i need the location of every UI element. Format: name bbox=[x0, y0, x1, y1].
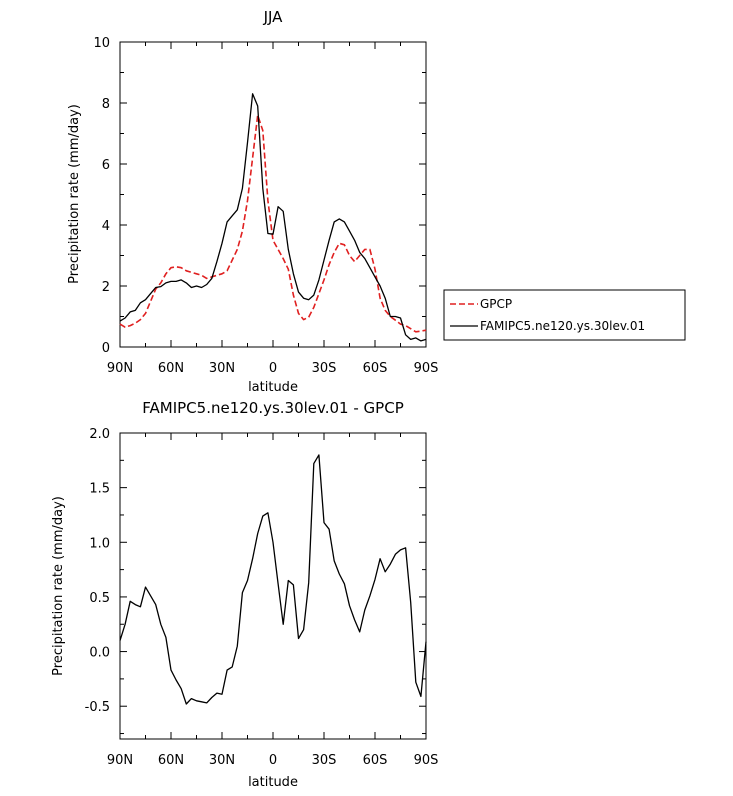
legend-gpcp-label: GPCP bbox=[480, 297, 512, 311]
top-series-group bbox=[119, 93, 427, 342]
bottom-series-group bbox=[119, 454, 427, 705]
top-y-tick-label: 2 bbox=[102, 280, 110, 295]
bottom-chart-panel: FAMIPC5.ne120.ys.30lev.01 - GPCP -0.5 0.0… bbox=[51, 399, 438, 790]
bottom-x-tick-label: 60N bbox=[158, 753, 184, 768]
bottom-y-tick-label: 0.5 bbox=[89, 591, 110, 606]
top-y-axis-label: Precipitation rate (mm/day) bbox=[67, 104, 82, 284]
bottom-x-tick-label: 90N bbox=[107, 753, 133, 768]
bottom-y-tick-label: 0.0 bbox=[89, 646, 110, 661]
bottom-series-line-difference bbox=[119, 454, 427, 705]
top-y-tick-label: 6 bbox=[102, 158, 110, 173]
bottom-y-axis-label: Precipitation rate (mm/day) bbox=[51, 496, 66, 676]
bottom-y-ticks: -0.5 0.0 0.5 1.0 1.5 2.0 bbox=[85, 427, 426, 735]
bottom-x-tick-label: 30N bbox=[209, 753, 235, 768]
legend-box bbox=[443, 289, 686, 341]
legend: GPCP FAMIPC5.ne120.ys.30lev.01 bbox=[443, 289, 686, 341]
top-chart-title: JJA bbox=[263, 8, 284, 26]
bottom-y-tick-label: 2.0 bbox=[89, 427, 110, 442]
top-x-tick-label: 60S bbox=[363, 361, 388, 376]
bottom-x-tick-label: 30S bbox=[312, 753, 337, 768]
bottom-x-tick-label: 60S bbox=[363, 753, 388, 768]
top-y-tick-label: 0 bbox=[102, 341, 110, 356]
top-y-tick-label: 4 bbox=[102, 219, 110, 234]
top-x-axis-label: latitude bbox=[248, 380, 298, 395]
bottom-chart-title: FAMIPC5.ne120.ys.30lev.01 - GPCP bbox=[142, 399, 404, 417]
top-y-tick-label: 8 bbox=[102, 97, 110, 112]
top-y-tick-label: 10 bbox=[93, 36, 110, 51]
bottom-x-ticks: 90N 60N 30N 0 30S 60S 90S bbox=[107, 433, 439, 768]
bottom-plot-frame bbox=[119, 432, 427, 740]
top-chart-panel: JJA 0 2 4 6 8 10 90N 60N 30N 0 30S 60S 90S latitude… bbox=[67, 8, 686, 395]
top-x-tick-label: 60N bbox=[158, 361, 184, 376]
top-x-tick-label: 30N bbox=[209, 361, 235, 376]
top-series-line-gpcp bbox=[119, 114, 427, 333]
top-y-ticks: 0 2 4 6 8 10 bbox=[93, 36, 426, 356]
top-x-ticks: 90N 60N 30N 0 30S 60S 90S bbox=[107, 42, 439, 376]
top-x-tick-label: 90S bbox=[414, 361, 439, 376]
bottom-y-tick-label: 1.0 bbox=[89, 536, 110, 551]
top-x-tick-label: 0 bbox=[269, 361, 277, 376]
top-plot-frame bbox=[119, 41, 427, 348]
bottom-y-tick-label: -0.5 bbox=[85, 700, 110, 715]
top-series-line-model bbox=[119, 93, 427, 342]
legend-model-label: FAMIPC5.ne120.ys.30lev.01 bbox=[480, 319, 645, 333]
bottom-x-tick-label: 0 bbox=[269, 753, 277, 768]
bottom-y-tick-label: 1.5 bbox=[89, 482, 110, 497]
bottom-x-tick-label: 90S bbox=[414, 753, 439, 768]
top-x-tick-label: 30S bbox=[312, 361, 337, 376]
top-x-tick-label: 90N bbox=[107, 361, 133, 376]
bottom-x-axis-label: latitude bbox=[248, 775, 298, 790]
